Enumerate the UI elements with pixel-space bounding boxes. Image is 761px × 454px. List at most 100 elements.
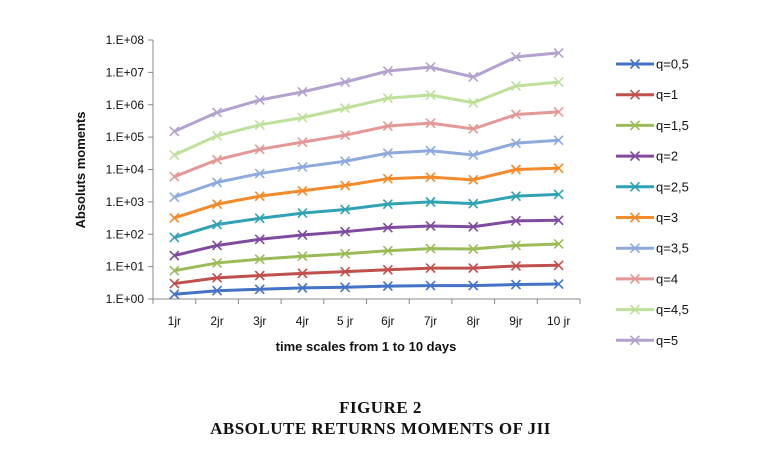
data-point bbox=[169, 212, 180, 223]
data-point bbox=[382, 245, 393, 256]
series-layer bbox=[169, 47, 564, 300]
figure-caption-number: FIGURE 2 bbox=[339, 398, 422, 417]
data-point bbox=[468, 149, 479, 161]
data-point bbox=[211, 257, 223, 269]
y-tick-label: 1.E+01 bbox=[106, 260, 145, 274]
x-tick-label: 4jr bbox=[296, 314, 309, 328]
y-tick-label: 1.E+04 bbox=[106, 163, 145, 177]
data-point bbox=[211, 285, 223, 296]
data-point bbox=[169, 192, 180, 203]
data-point bbox=[211, 240, 223, 251]
legend-label: q=1,5 bbox=[656, 118, 689, 133]
data-point bbox=[425, 172, 436, 183]
x-tick-label: 3jr bbox=[253, 314, 266, 328]
data-point bbox=[297, 185, 308, 196]
legend-item: q=1 bbox=[616, 87, 678, 102]
legend-label: q=4 bbox=[656, 271, 678, 286]
data-point bbox=[211, 272, 223, 283]
data-point bbox=[468, 174, 479, 185]
data-point bbox=[211, 130, 223, 141]
data-point bbox=[382, 93, 393, 104]
x-tick-label: 5 jr bbox=[337, 314, 354, 328]
data-point bbox=[254, 191, 265, 202]
x-axis: 1jr 2jr 3jr 4jr 5 jr 6jr 7jr 8jr 9jr 10 jr bbox=[152, 298, 581, 328]
data-point bbox=[510, 164, 522, 175]
legend-marker bbox=[629, 120, 641, 131]
legend-label: q=0,5 bbox=[656, 57, 689, 72]
y-tick-label: 1.E+07 bbox=[106, 65, 145, 79]
data-point bbox=[468, 123, 479, 134]
data-point bbox=[211, 177, 223, 188]
legend-marker bbox=[629, 181, 641, 192]
data-point bbox=[425, 196, 436, 207]
legend: q=0,5 q=1 q=1,5 q=2 q=2,5 q=3 q=3,5 q=4 q=4,5 q=5 bbox=[616, 57, 689, 348]
data-point bbox=[297, 268, 308, 279]
data-point bbox=[169, 289, 180, 300]
legend-item: q=1,5 bbox=[616, 118, 689, 133]
y-axis: 1.E+00 1.E+01 1.E+02 1.E+03 1.E+04 1.E+05 1.E+… bbox=[106, 33, 154, 306]
legend-marker bbox=[629, 304, 641, 315]
data-point bbox=[510, 80, 522, 92]
data-point bbox=[553, 106, 564, 117]
data-point bbox=[340, 156, 351, 167]
data-point bbox=[468, 71, 479, 83]
legend-label: q=3,5 bbox=[656, 241, 689, 256]
data-point bbox=[425, 118, 436, 129]
legend-item: q=3 bbox=[616, 210, 678, 225]
data-point bbox=[382, 120, 393, 132]
x-tick-label: 7jr bbox=[424, 314, 437, 328]
series-9 bbox=[169, 47, 564, 137]
y-tick-label: 1.E+06 bbox=[106, 98, 145, 112]
data-point bbox=[254, 213, 265, 224]
data-point bbox=[553, 278, 564, 290]
data-point bbox=[211, 154, 223, 165]
series-1 bbox=[169, 260, 564, 289]
y-tick-label: 1.E+03 bbox=[106, 195, 145, 209]
legend-label: q=1 bbox=[656, 87, 678, 102]
data-point bbox=[382, 222, 393, 233]
series-line bbox=[173, 80, 559, 157]
data-point bbox=[510, 215, 522, 226]
data-point bbox=[382, 148, 393, 159]
data-point bbox=[510, 109, 522, 120]
data-point bbox=[340, 180, 351, 191]
data-point bbox=[169, 232, 180, 243]
data-point bbox=[340, 226, 351, 237]
data-point bbox=[553, 77, 564, 88]
data-point bbox=[254, 144, 265, 155]
data-point bbox=[340, 130, 351, 141]
series-5 bbox=[169, 163, 564, 223]
data-point bbox=[169, 250, 180, 261]
series-line bbox=[173, 51, 559, 133]
data-point bbox=[254, 254, 265, 265]
legend-item: q=4,5 bbox=[616, 302, 689, 317]
data-point bbox=[297, 137, 308, 148]
series-line bbox=[173, 166, 559, 220]
data-point bbox=[425, 220, 436, 232]
data-point bbox=[340, 103, 351, 114]
legend-marker bbox=[629, 89, 641, 100]
data-point bbox=[382, 264, 393, 275]
data-point bbox=[297, 282, 308, 293]
series-6 bbox=[169, 135, 564, 203]
legend-label: q=2,5 bbox=[656, 179, 689, 194]
data-point bbox=[468, 198, 479, 209]
data-point bbox=[297, 161, 308, 173]
y-tick-label: 1.E+05 bbox=[106, 130, 145, 144]
data-point bbox=[510, 279, 522, 290]
data-point bbox=[553, 189, 564, 200]
legend-label: q=2 bbox=[656, 149, 678, 164]
data-point bbox=[553, 47, 564, 58]
x-axis-title: time scales from 1 to 10 days bbox=[276, 339, 457, 354]
data-point bbox=[169, 149, 180, 161]
data-point bbox=[382, 281, 393, 292]
series-0 bbox=[169, 278, 564, 300]
data-point bbox=[553, 135, 564, 146]
series-line bbox=[173, 110, 559, 179]
data-point bbox=[425, 280, 436, 291]
data-point bbox=[510, 260, 522, 272]
series-line bbox=[174, 282, 559, 296]
data-point bbox=[553, 238, 564, 250]
x-tick-label: 6jr bbox=[381, 314, 394, 328]
series-line bbox=[174, 242, 559, 273]
